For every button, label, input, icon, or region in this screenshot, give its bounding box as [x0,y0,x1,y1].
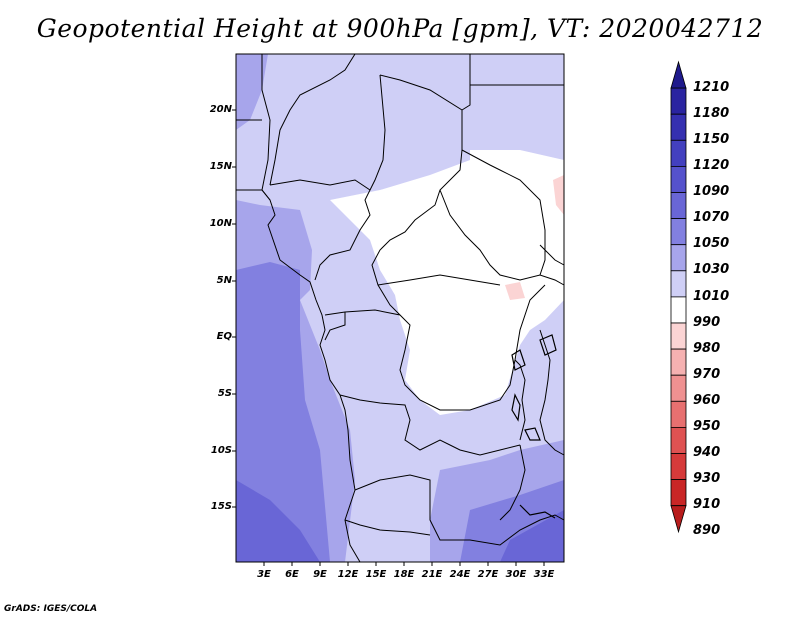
colorbar-segment [670,218,687,246]
map-plot-area [236,54,564,562]
grads-credit: GrADS: IGES/COLA [4,604,98,614]
colorbar-label: 1120 [693,158,730,173]
lon-label-9e: 9E [313,569,327,580]
colorbar-label: 990 [693,315,721,330]
colorbar-segment [670,400,687,428]
lat-label-20n: 20N [209,104,232,115]
colorbar-segment [670,113,687,141]
colorbar-label: 940 [693,445,721,460]
colorbar-segment [670,426,687,454]
map-title: Geopotential Height at 900hPa [gpm], VT:… [36,14,764,43]
lat-ticks [232,109,236,508]
colorbar-segment [670,374,687,402]
colorbar-label: 1210 [693,80,730,95]
colorbar-label: 910 [693,497,721,512]
colorbar-label: 1150 [693,132,730,147]
colorbar-label: 890 [693,523,721,538]
colorbar-segment [670,505,687,534]
colorbar-segment [670,192,687,220]
colorbar-segment [670,322,687,350]
colorbar [670,60,687,534]
country-borders [236,53,565,563]
colorbar-segment [670,270,687,298]
colorbar-segment [670,296,687,324]
colorbar-label: 1180 [693,106,730,121]
lat-label-5n: 5N [216,275,232,286]
colorbar-segment [670,348,687,376]
lon-ticks [263,562,545,566]
lon-label-12e: 12E [337,569,359,580]
lon-label-6e: 6E [285,569,299,580]
colorbar-segment [670,60,687,89]
colorbar-label: 950 [693,419,721,434]
lon-label-30e: 30E [505,569,527,580]
lon-label-3e: 3E [257,569,271,580]
map-frame [235,53,565,563]
lon-label-33e: 33E [533,569,555,580]
colorbar-label: 960 [693,393,721,408]
colorbar-label: 970 [693,367,721,382]
colorbar-segment [670,453,687,481]
colorbar-label: 1030 [693,262,730,277]
lat-label-15s: 15S [210,501,232,512]
colorbar-label: 930 [693,471,721,486]
lat-label-15n: 15N [209,161,232,172]
lon-label-27e: 27E [477,569,499,580]
lat-label-10n: 10N [209,218,232,229]
lat-label-10s: 10S [210,445,232,456]
colorbar-label: 1010 [693,289,730,304]
lon-label-18e: 18E [393,569,415,580]
colorbar-label: 1090 [693,184,730,199]
lake-outlines [511,334,557,519]
lon-label-21e: 21E [421,569,443,580]
colorbar-segment [670,165,687,193]
colorbar-segment [670,479,687,507]
colorbar-segment [670,139,687,167]
colorbar-segment [670,244,687,272]
colorbar-segment [670,87,687,115]
colorbar-label: 980 [693,341,721,356]
colorbar-label: 1070 [693,210,730,225]
lon-label-15e: 15E [365,569,387,580]
lat-label-5s: 5S [217,388,232,399]
lon-label-24e: 24E [449,569,471,580]
lat-label-eq: EQ [216,331,232,342]
colorbar-label: 1050 [693,236,730,251]
